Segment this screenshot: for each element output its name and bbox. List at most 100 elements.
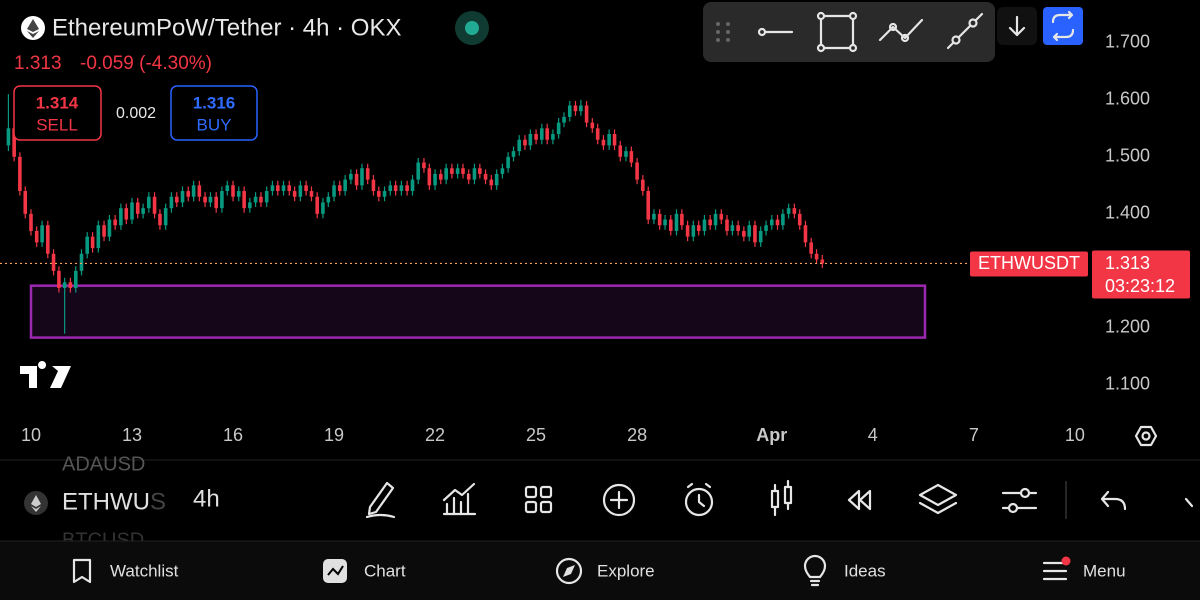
countdown: 03:23:12 <box>1105 276 1175 296</box>
candle-body <box>551 134 555 140</box>
candle-body <box>141 208 145 214</box>
interval[interactable]: 4h <box>193 485 220 512</box>
alert[interactable] <box>684 482 714 517</box>
replay[interactable] <box>847 489 872 511</box>
candle-body <box>276 185 280 192</box>
candle-body <box>612 134 617 146</box>
settings-sliders[interactable] <box>1001 487 1038 514</box>
candle-body <box>6 128 11 146</box>
chart-type[interactable] <box>770 479 793 517</box>
candle-body <box>730 225 735 231</box>
rectangle-tool[interactable] <box>816 11 858 53</box>
candle-body <box>68 282 73 288</box>
symbol-prev: ADAUSD <box>62 453 145 475</box>
candle-body <box>584 105 589 123</box>
explore-needle <box>563 565 575 577</box>
candle-body <box>511 151 516 157</box>
candle-body <box>820 259 825 264</box>
explore-icon[interactable] <box>555 557 583 585</box>
y-tick-label: 1.500 <box>1105 146 1150 166</box>
candle-body <box>494 173 499 186</box>
candle-body <box>40 225 44 243</box>
candle-body <box>135 202 140 214</box>
candle-body <box>534 134 538 140</box>
collapse-icon <box>1008 15 1026 37</box>
path-tool[interactable] <box>878 18 924 43</box>
bottom-nav <box>0 541 1200 600</box>
x-tick-label: 19 <box>324 425 344 445</box>
candle-body <box>427 168 432 186</box>
x-tick-label: 28 <box>627 425 647 445</box>
candle-body <box>438 173 443 180</box>
candle-body <box>298 185 303 197</box>
candle-body <box>152 196 157 214</box>
add[interactable] <box>602 483 636 517</box>
x-tick-label: 22 <box>425 425 445 445</box>
title: EthereumPoW/Tether · 4h · OKX <box>52 14 401 41</box>
candle-body <box>163 208 168 226</box>
candle-body <box>292 191 297 197</box>
sell-button[interactable] <box>13 85 102 141</box>
nav-label[interactable]: Watchlist <box>110 561 179 580</box>
ideas-icon[interactable] <box>803 554 827 587</box>
candle-body <box>410 179 415 192</box>
candle-body <box>450 168 454 174</box>
candle-body <box>208 196 213 203</box>
candle-body <box>46 225 50 254</box>
symbol-label: ETHWUSDT <box>978 253 1080 273</box>
y-tick-label: 1.100 <box>1105 374 1150 394</box>
candle-body <box>34 230 39 243</box>
candle-body <box>349 173 353 180</box>
candle-body <box>321 202 325 214</box>
ray-tool[interactable] <box>946 12 984 50</box>
candle-body <box>523 139 527 146</box>
candle-body <box>119 208 123 226</box>
settings-icon[interactable] <box>1134 425 1158 447</box>
x-tick-label: Apr <box>756 425 787 445</box>
candle-body <box>180 191 185 203</box>
nav-label[interactable]: Explore <box>597 561 655 580</box>
candle-body <box>618 145 623 157</box>
candle-body <box>326 196 331 203</box>
candle-body <box>758 230 763 243</box>
nav-label[interactable]: Ideas <box>844 561 886 580</box>
candle-body <box>107 219 112 237</box>
candle-body <box>29 213 33 231</box>
candle-body <box>130 202 134 220</box>
sync-button[interactable] <box>1043 7 1083 45</box>
candle-body <box>803 225 808 243</box>
nav-label[interactable]: Menu <box>1083 561 1126 580</box>
candle-body <box>365 168 370 180</box>
candle-body <box>708 219 712 226</box>
watchlist-icon[interactable] <box>72 558 92 584</box>
undo[interactable] <box>1100 490 1127 511</box>
candle-body <box>264 191 269 203</box>
candle-body <box>461 168 465 174</box>
candle-body <box>629 151 634 163</box>
sync-icon <box>1051 10 1075 42</box>
candle-body <box>579 105 583 112</box>
candle-body <box>624 151 628 157</box>
layouts[interactable] <box>524 485 553 514</box>
draw-tool[interactable] <box>365 481 396 519</box>
symbol[interactable]: ETHWUS <box>62 488 166 515</box>
y-tick-label: 1.700 <box>1105 32 1150 52</box>
layers[interactable] <box>918 483 958 515</box>
symbol-label-box <box>970 251 1088 277</box>
indicators[interactable] <box>442 482 477 516</box>
candle-body <box>169 196 174 209</box>
candle-body <box>663 219 667 226</box>
candle-body <box>444 168 448 180</box>
candle-body <box>809 242 813 254</box>
candle-body <box>674 213 679 231</box>
candle-body <box>270 185 275 192</box>
buy-button[interactable] <box>170 85 258 141</box>
line-tool[interactable] <box>757 27 794 37</box>
candle-body <box>567 105 572 117</box>
candle-body <box>753 225 757 243</box>
more-arrow[interactable] <box>1184 497 1194 508</box>
candle-body <box>287 185 292 192</box>
nav-label[interactable]: Chart <box>364 561 406 580</box>
candle-body <box>393 185 398 192</box>
